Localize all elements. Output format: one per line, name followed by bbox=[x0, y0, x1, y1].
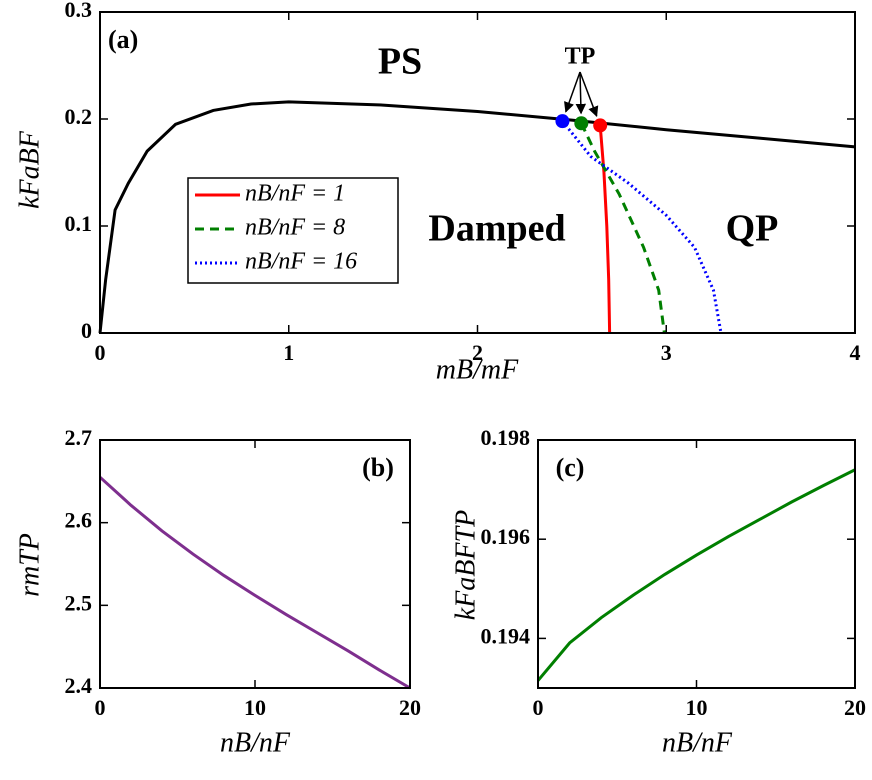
x-tick-label: 20 bbox=[844, 695, 866, 720]
plot-area bbox=[100, 440, 410, 688]
y-tick-label: 0.196 bbox=[481, 524, 531, 549]
series-line bbox=[598, 125, 612, 334]
y-tick-label: 0.194 bbox=[481, 623, 531, 648]
tp-marker bbox=[593, 118, 608, 133]
y-tick-label: 0 bbox=[81, 318, 92, 343]
x-tick-label: 10 bbox=[686, 695, 708, 720]
x-tick-label: 4 bbox=[850, 340, 861, 365]
phase-boundary bbox=[98, 100, 856, 334]
y-tick-label: 0.3 bbox=[65, 0, 93, 22]
series-line bbox=[98, 476, 411, 690]
arrow bbox=[579, 71, 599, 118]
tp-marker bbox=[555, 114, 570, 129]
x-axis-label: nB/nF bbox=[662, 727, 733, 758]
y-tick-label: 0.1 bbox=[65, 211, 93, 236]
y-tick-label: 2.5 bbox=[65, 590, 93, 615]
y-tick-label: 0.2 bbox=[65, 104, 93, 129]
axes-box bbox=[99, 439, 411, 689]
plot-area bbox=[538, 440, 855, 688]
axes-box bbox=[537, 439, 856, 689]
legend-label: nB/nF = 8 bbox=[245, 215, 345, 241]
annotation: TP bbox=[565, 44, 596, 70]
y-axis-label: kFaBFTP bbox=[450, 510, 481, 620]
annotation: PS bbox=[378, 41, 422, 83]
y-tick-label: 0.198 bbox=[481, 425, 531, 450]
x-axis-label: nB/nF bbox=[220, 727, 291, 758]
annotation: (a) bbox=[108, 25, 138, 54]
axes-box bbox=[99, 11, 856, 334]
x-tick-label: 2 bbox=[472, 340, 483, 365]
tp-marker bbox=[574, 116, 589, 131]
series-line bbox=[536, 468, 856, 682]
x-tick-label: 0 bbox=[95, 340, 106, 365]
x-tick-label: 0 bbox=[533, 695, 544, 720]
annotation: (b) bbox=[362, 453, 394, 482]
plot-area bbox=[100, 12, 855, 333]
annotation: Damped bbox=[428, 208, 565, 250]
x-tick-label: 10 bbox=[244, 695, 266, 720]
x-axis-label: mB/mF bbox=[436, 354, 519, 385]
arrow bbox=[575, 71, 587, 115]
y-axis-label: kFaBF bbox=[14, 130, 45, 209]
legend-label: nB/nF = 1 bbox=[245, 181, 345, 207]
annotation: (c) bbox=[556, 453, 585, 482]
y-tick-label: 2.6 bbox=[65, 508, 93, 533]
x-tick-label: 3 bbox=[661, 340, 672, 365]
series-line bbox=[561, 120, 723, 334]
series-line bbox=[579, 122, 666, 334]
arrow bbox=[564, 71, 581, 113]
x-tick-label: 20 bbox=[399, 695, 421, 720]
x-tick-label: 0 bbox=[95, 695, 106, 720]
y-tick-label: 2.4 bbox=[65, 673, 93, 698]
y-axis-label: rmTP bbox=[14, 533, 45, 597]
y-tick-label: 2.7 bbox=[65, 425, 93, 450]
x-tick-label: 1 bbox=[283, 340, 294, 365]
legend-label: nB/nF = 16 bbox=[245, 249, 357, 275]
annotation: QP bbox=[726, 208, 779, 250]
